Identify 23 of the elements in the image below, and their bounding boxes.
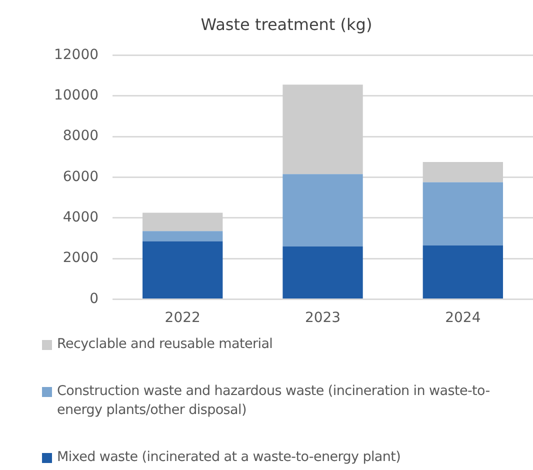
bar bbox=[282, 84, 363, 174]
bar bbox=[422, 182, 504, 246]
y-tick-label: 12000 bbox=[54, 46, 99, 63]
y-tick-label: 2000 bbox=[62, 250, 99, 266]
bar bbox=[422, 162, 504, 182]
x-tick-label: 2022 bbox=[164, 310, 200, 326]
legend-label: Construction waste and hazardous waste (incineration in waste-to-energy plants/other disposal) bbox=[57, 382, 491, 420]
bar bbox=[422, 245, 504, 298]
y-tick-label: 8000 bbox=[62, 128, 99, 144]
bar bbox=[282, 246, 363, 298]
chart-title: Waste treatment (kg) bbox=[200, 14, 372, 34]
x-tick-label: 2023 bbox=[304, 310, 341, 326]
y-tick-label: 6000 bbox=[62, 168, 99, 185]
y-tick-label: 10000 bbox=[54, 88, 99, 104]
legend-label: Mixed waste (incinerated at a waste-to-energy plant) bbox=[57, 448, 401, 467]
legend-label: Recyclable and reusable material bbox=[57, 335, 273, 354]
bar bbox=[142, 241, 223, 298]
bar bbox=[142, 231, 223, 242]
x-tick-label: 2024 bbox=[445, 310, 481, 326]
bar bbox=[282, 174, 363, 246]
bar bbox=[142, 212, 223, 232]
y-tick-label: 4000 bbox=[62, 210, 99, 226]
y-tick-label: 0 bbox=[90, 290, 99, 307]
